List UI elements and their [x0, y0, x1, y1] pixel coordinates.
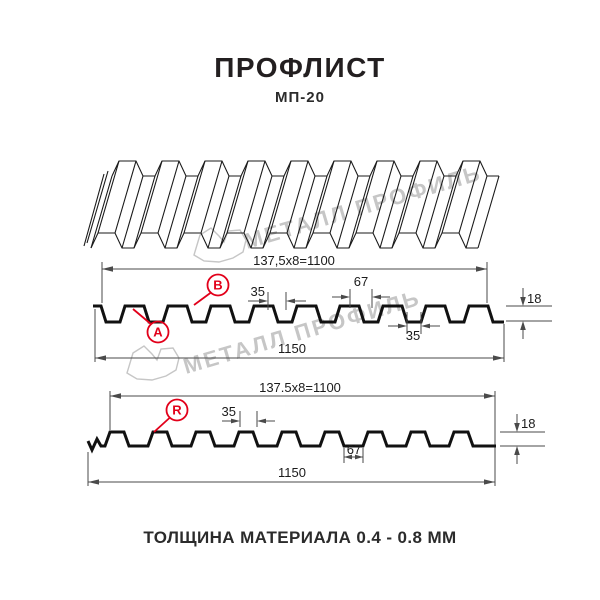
material-thickness-note: ТОЛЩИНА МАТЕРИАЛА 0.4 - 0.8 ММ: [143, 528, 457, 547]
dim-pitch-bottom-value: 137.5x8=1100: [259, 380, 341, 395]
profile-model-label: МП-20: [275, 89, 325, 106]
label-r-text: R: [172, 403, 182, 418]
brand-logo-icon: [126, 345, 180, 381]
dim-valley-67-bottom: 67: [343, 442, 364, 463]
dim-height-bottom-value: 18: [521, 416, 535, 431]
dim-pitch-top: 137,5x8=1100: [101, 253, 488, 303]
dim-height-18-bottom: 18: [500, 414, 545, 464]
profile-outline-bottom: [86, 430, 496, 454]
dim-height-top-value: 18: [527, 291, 541, 306]
dim-pitch-top-value: 137,5x8=1100: [253, 253, 335, 268]
face-label-a: A: [132, 308, 170, 344]
watermark-top: МЕТАЛЛ ПРОФИЛЬ: [193, 160, 485, 263]
dim-overall-top-value: 1150: [278, 341, 306, 356]
profile-section-bottom: 137.5x8=1100 35 67: [86, 380, 545, 486]
dim-crest-35-top: 35: [248, 284, 306, 310]
sheet-3d-view: [83, 160, 500, 249]
dim-groove-top-value: 67: [354, 274, 368, 289]
label-b-text: B: [213, 278, 222, 293]
dim-overall-bottom-value: 1150: [278, 465, 306, 480]
dim-valley-bottom-value: 67: [347, 442, 361, 457]
dim-height-18-top: 18: [506, 288, 552, 339]
face-label-b: B: [193, 273, 230, 306]
profile-section-top: 137,5x8=1100 35 6: [93, 253, 552, 362]
dim-overall-top: 1150: [94, 309, 505, 362]
watermark-brand-text: МЕТАЛЛ ПРОФИЛЬ: [180, 285, 423, 379]
page-title: ПРОФЛИСТ: [214, 52, 386, 83]
dim-overall-bottom: 1150: [87, 452, 495, 486]
dim-valley-35-top: 35: [388, 312, 440, 343]
dim-crest-35-bottom: 35: [222, 404, 275, 427]
watermark-middle: МЕТАЛЛ ПРОФИЛЬ: [126, 285, 424, 381]
face-label-r: R: [153, 398, 189, 433]
dim-groove-67-top: 67: [332, 274, 390, 308]
dim-valley-top-value: 35: [406, 328, 420, 343]
dim-crest-bottom-value: 35: [222, 404, 236, 419]
dim-crest-top-value: 35: [251, 284, 265, 299]
label-a-text: A: [153, 325, 163, 340]
dim-pitch-bottom: 137.5x8=1100: [109, 380, 496, 486]
